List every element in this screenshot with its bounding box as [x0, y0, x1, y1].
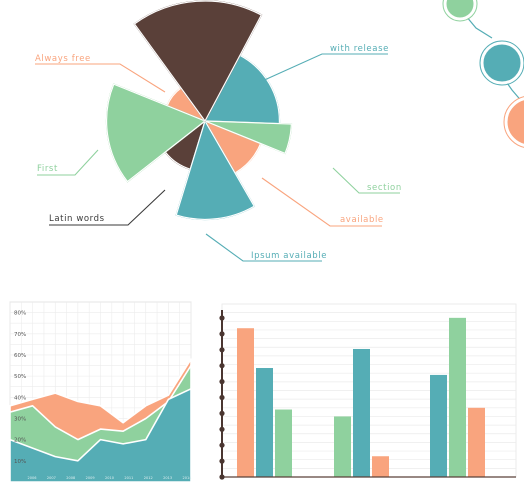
pie-leader-line [259, 53, 388, 83]
network-node [443, 0, 477, 21]
pie-leader-line [35, 63, 166, 93]
network-node [504, 97, 524, 147]
bar [237, 328, 254, 477]
area-chart: 80% 70% 60% 50% 40% 30% 20% 10% 2006 2007 2008 2009… [9, 301, 193, 483]
pie-leader-line [332, 167, 400, 194]
pie-slice [204, 120, 292, 155]
bar [256, 368, 273, 477]
bar-axis-dot [219, 347, 225, 353]
bar [334, 416, 351, 477]
bar-axis-dot [219, 331, 225, 337]
bar-axis-dot [219, 379, 225, 385]
pie-slice [175, 119, 256, 220]
area-y-tick-label: 70% [14, 332, 26, 338]
pie-leader-line [49, 189, 166, 226]
bar-axis-dot [219, 442, 225, 448]
pie-leader-line [261, 177, 382, 227]
bar [372, 456, 389, 477]
area-series [9, 387, 192, 483]
network-node-ring [442, 0, 478, 22]
pie-slice-label: with release [330, 44, 389, 54]
area-x-tick-label: 2007 [47, 476, 56, 480]
bar [468, 407, 485, 477]
bar-axis-dot [219, 426, 225, 432]
area-x-tick-label: 2006 [28, 476, 37, 480]
pie-slice-label: Always free [35, 54, 91, 64]
bar-axis-dot [219, 394, 225, 401]
pie-slice-label: available [340, 215, 384, 225]
bar-axis-dot [219, 458, 225, 464]
network-diagram [442, 0, 524, 148]
pie-slice-label: First [37, 164, 58, 174]
area-y-tick-label: 80% [14, 311, 26, 317]
bar [275, 409, 292, 477]
pie-leader-line [205, 233, 322, 262]
bar-axis-dot [219, 363, 225, 369]
pie-slice [204, 54, 280, 125]
bar-chart [219, 303, 517, 480]
bar [430, 374, 447, 477]
area-y-tick-label: 30% [14, 416, 26, 422]
pie-slice [106, 83, 207, 183]
bar [353, 348, 370, 477]
pie-slice [133, 0, 263, 123]
network-node-ring [503, 96, 524, 148]
area-x-tick-label: 2008 [66, 476, 75, 480]
bar [449, 317, 466, 477]
pie-slice-label: Ipsum available [251, 251, 327, 261]
area-y-tick-label: 20% [14, 438, 26, 444]
area-x-tick-label: 2013 [163, 476, 172, 480]
network-node-ring [479, 40, 524, 86]
area-y-tick-label: 50% [14, 374, 26, 380]
area-x-tick-label: 2014 [183, 476, 193, 480]
pie-leader-line [37, 149, 99, 176]
pie-slice-label: section [367, 183, 402, 193]
pie-slice-label: Latin words [49, 214, 105, 224]
network-node [480, 41, 524, 85]
area-x-tick-label: 2009 [86, 476, 95, 480]
polar-area-chart [105, 0, 293, 221]
bar-axis-dot [219, 410, 225, 416]
area-x-tick-label: 2010 [105, 476, 114, 480]
area-y-tick-label: 60% [14, 353, 26, 359]
area-x-tick-label: 2011 [124, 476, 133, 480]
polar-area-labels: with release section available Ipsum availa… [35, 44, 402, 262]
area-y-tick-label: 10% [14, 459, 26, 465]
area-y-tick-label: 40% [14, 395, 26, 401]
bar-axis-dot [219, 474, 225, 480]
bar-axis-dot [219, 315, 225, 321]
area-x-tick-label: 2012 [144, 476, 153, 480]
